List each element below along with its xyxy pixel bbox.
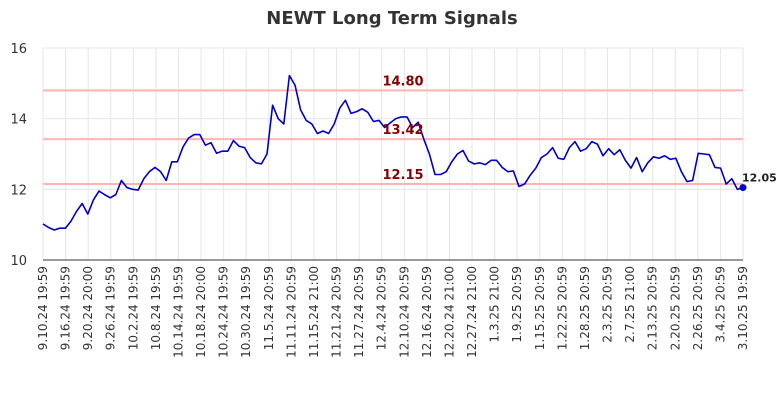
x-tick-label: 11.11.24 20:59 — [284, 266, 298, 358]
x-tick-label: 10.8.24 19:59 — [149, 266, 163, 350]
x-tick-label: 12.20.24 21:00 — [442, 266, 456, 358]
x-tick-label: 1.9.25 20:59 — [510, 266, 524, 343]
y-tick-label: 12 — [10, 183, 27, 198]
x-tick-label: 3.10.25 19:59 — [736, 266, 750, 350]
x-tick-label: 9.26.24 19:59 — [104, 266, 118, 350]
x-tick-label: 10.24.24 19:59 — [217, 266, 231, 358]
x-tick-label: 10.2.24 19:59 — [126, 266, 140, 350]
x-tick-label: 11.5.24 20:59 — [262, 266, 276, 350]
x-tick-label: 2.3.25 20:59 — [601, 266, 615, 343]
x-tick-label: 11.27.24 20:59 — [352, 266, 366, 358]
series-line-group — [42, 74, 747, 231]
x-tick-label: 11.21.24 20:59 — [330, 266, 344, 358]
x-tick-label: 9.10.24 19:59 — [36, 266, 50, 350]
x-tick-label: 2.26.25 20:59 — [691, 266, 705, 350]
x-tick-label: 1.15.25 20:59 — [533, 266, 547, 350]
x-tick-label: 12.27.24 21:00 — [465, 266, 479, 358]
chart-title: NEWT Long Term Signals — [266, 8, 518, 29]
x-tick-label: 1.3.25 21:00 — [488, 266, 502, 343]
x-tick-label: 12.16.24 20:59 — [420, 266, 434, 358]
x-tick-label: 2.13.25 20:59 — [646, 266, 660, 350]
x-tick-label: 1.22.25 20:59 — [555, 266, 569, 350]
x-tick-label: 10.30.24 19:59 — [239, 266, 253, 358]
x-tick-label: 1.28.25 20:59 — [578, 266, 592, 350]
y-tick-label: 14 — [10, 113, 27, 128]
axes: 10 12 14 16 9.10.24 19:59 9.16.24 19:59 9.20.2… — [10, 42, 750, 358]
x-tick-label: 12.10.24 20:59 — [397, 266, 411, 358]
x-tick-label: 11.15.24 21:00 — [307, 266, 321, 358]
x-tick-label: 10.18.24 20:00 — [194, 266, 208, 358]
x-tick-label: 12.4.24 20:59 — [375, 266, 389, 350]
reference-lines — [43, 89, 743, 186]
labels: 14.80 13.42 12.15 12.05 — [382, 74, 776, 184]
last-value-label: 12.05 — [742, 172, 777, 185]
grid — [42, 47, 744, 261]
x-tick-label: 9.16.24 19:59 — [59, 266, 73, 350]
reference-line-label: 13.42 — [382, 123, 423, 138]
series-line — [42, 74, 744, 231]
x-tick-label: 10.14.24 19:59 — [171, 266, 185, 358]
reference-line-label: 12.15 — [382, 168, 423, 183]
y-tick-label: 16 — [10, 42, 27, 57]
y-tick-label: 10 — [10, 254, 27, 269]
x-tick-label: 3.4.25 20:59 — [713, 266, 727, 343]
x-tick-label: 2.20.25 20:59 — [668, 266, 682, 350]
x-tick-label: 9.20.24 20:00 — [81, 266, 95, 350]
reference-line-label: 14.80 — [382, 74, 423, 89]
x-tick-label: 2.7.25 21:00 — [623, 266, 637, 343]
last-point-marker — [739, 184, 747, 192]
